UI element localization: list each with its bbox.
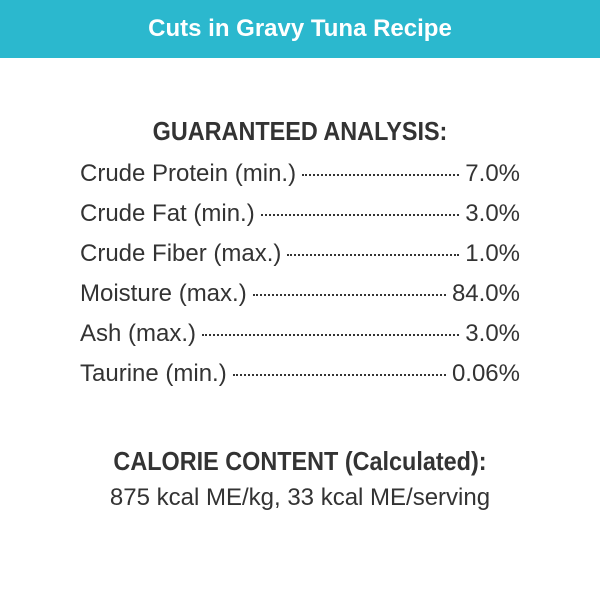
dot-leader [260, 214, 460, 216]
row-value: 0.06% [451, 360, 520, 387]
row-value: 3.0% [465, 200, 520, 227]
row-value: 1.0% [465, 240, 520, 267]
row-label: Crude Fiber (max.) [80, 240, 282, 267]
dot-leader [232, 374, 446, 376]
row-value: 7.0% [465, 160, 520, 187]
calorie-title: CALORIE CONTENT (Calculated): [113, 446, 487, 476]
dot-leader [252, 294, 446, 296]
dot-leader [302, 174, 460, 176]
row-label: Moisture (max.) [80, 280, 247, 307]
analysis-row: Crude Fiber (max.) 1.0% [80, 240, 520, 280]
calorie-text: 875 kcal ME/kg, 33 kcal ME/serving [109, 484, 491, 511]
header-bar [0, 0, 600, 58]
row-label: Crude Protein (min.) [80, 160, 297, 187]
dot-leader [287, 254, 460, 256]
header-title: Cuts in Gravy Tuna Recipe [148, 15, 452, 42]
analysis-title: GUARANTEED ANALYSIS: [152, 116, 448, 146]
row-label: Crude Fat (min.) [80, 200, 255, 227]
analysis-row: Crude Fat (min.) 3.0% [80, 200, 520, 240]
analysis-row: Moisture (max.) 84.0% [80, 280, 520, 320]
row-label: Ash (max.) [80, 320, 197, 347]
row-label: Taurine (min.) [80, 360, 227, 387]
analysis-row: Taurine (min.) 0.06% [80, 360, 520, 400]
dot-leader [202, 334, 460, 336]
row-value: 3.0% [465, 320, 520, 347]
analysis-row: Ash (max.) 3.0% [80, 320, 520, 360]
analysis-rows: Crude Protein (min.) 7.0% Crude Fat (min.)… [80, 160, 520, 400]
row-value: 84.0% [451, 280, 520, 307]
analysis-row: Crude Protein (min.) 7.0% [80, 160, 520, 200]
